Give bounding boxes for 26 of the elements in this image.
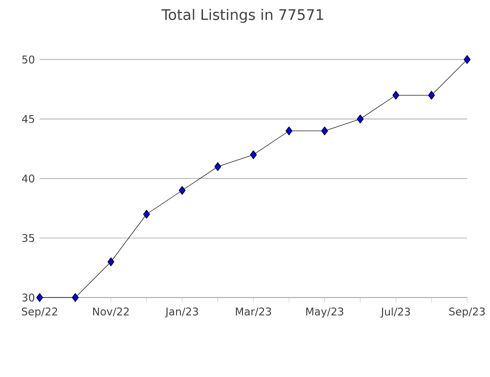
chart-title: Total Listings in 77571 <box>162 8 324 23</box>
y-tick-label: 45 <box>22 115 34 123</box>
point <box>321 126 328 136</box>
point <box>464 55 470 64</box>
point <box>36 293 44 302</box>
x-tick-label: Sep/22 <box>22 308 58 318</box>
y-tick-label: 40 <box>22 174 34 183</box>
point <box>214 162 222 172</box>
point <box>392 90 400 100</box>
y-tick-label: 30 <box>22 294 34 302</box>
point <box>250 150 257 160</box>
point <box>356 114 364 124</box>
point <box>143 210 150 219</box>
point <box>178 186 186 195</box>
x-tick-label: May/23 <box>306 308 344 318</box>
y-tick-label: 50 <box>22 56 34 64</box>
point <box>108 258 114 266</box>
y-tick-label: 35 <box>22 234 34 242</box>
point <box>72 293 79 302</box>
x-tick-label: Sep/23 <box>449 308 485 318</box>
x-tick-label: Jul/23 <box>380 308 410 318</box>
x-tick-label: Jan/23 <box>164 308 198 318</box>
point <box>286 126 292 136</box>
x-tick-label: Mar/23 <box>236 308 272 316</box>
x-tick-label: Nov/22 <box>93 308 129 316</box>
point <box>428 90 435 100</box>
